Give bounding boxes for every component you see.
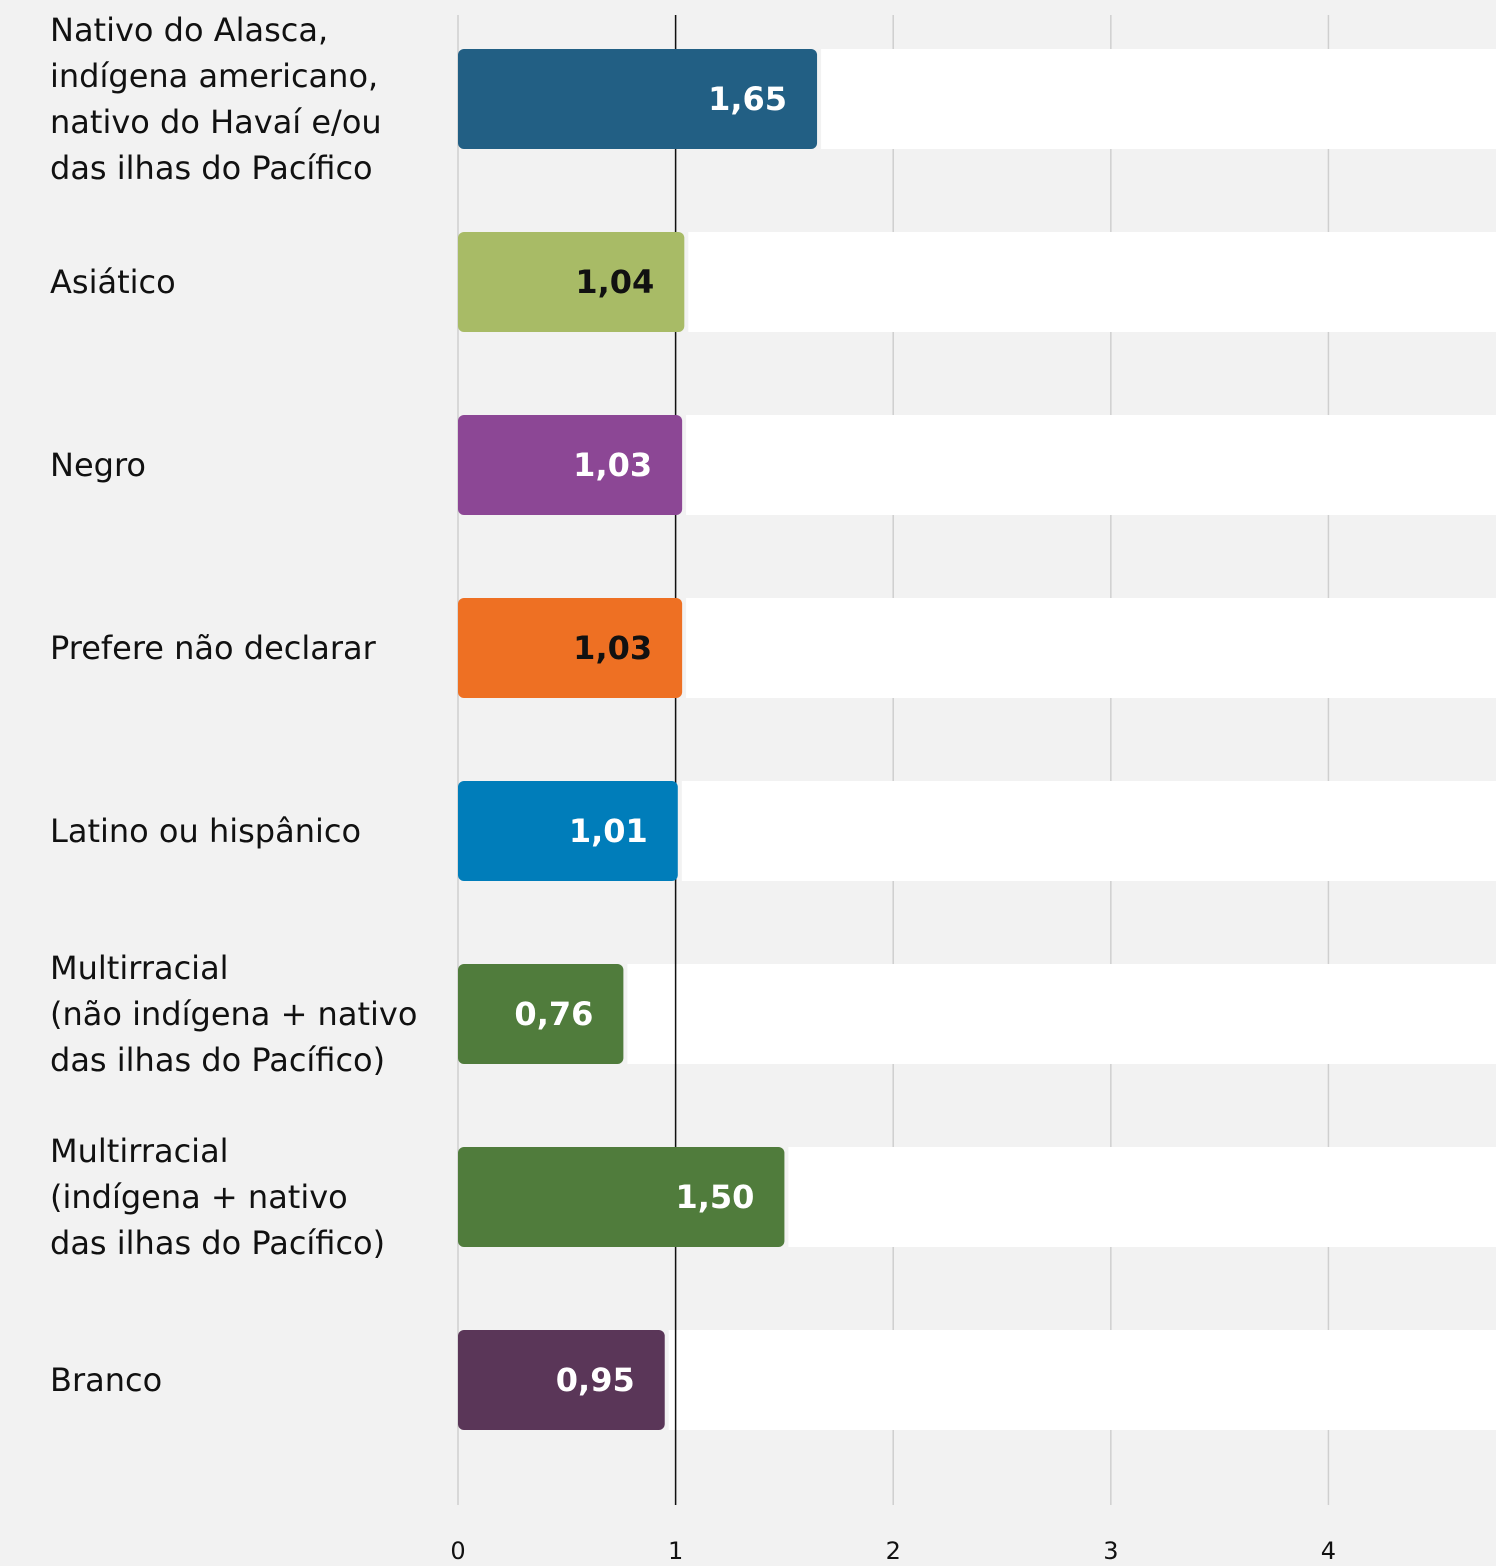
bar bbox=[458, 232, 685, 332]
bar-track bbox=[688, 232, 1496, 332]
bar-track bbox=[681, 781, 1496, 881]
category-label: Prefere não declarar bbox=[50, 629, 376, 667]
bar bbox=[458, 49, 818, 149]
bar-track bbox=[686, 415, 1496, 515]
bar-track bbox=[627, 964, 1496, 1064]
bar bbox=[458, 964, 624, 1064]
x-tick-label: 2 bbox=[886, 1537, 901, 1565]
bar-track bbox=[668, 1330, 1496, 1430]
x-tick-label: 0 bbox=[450, 1537, 465, 1565]
bar bbox=[458, 415, 683, 515]
value-label: 1,03 bbox=[573, 446, 652, 484]
value-label: 1,04 bbox=[575, 263, 654, 301]
category-label: Latino ou hispânico bbox=[50, 812, 362, 850]
bar-track bbox=[821, 49, 1496, 149]
value-label: 0,76 bbox=[514, 995, 593, 1033]
value-label: 1,01 bbox=[569, 812, 648, 850]
category-label: Multirracial (não indígena + nativo das … bbox=[50, 949, 418, 1079]
category-label: Nativo do Alasca, indígena americano, na… bbox=[50, 11, 382, 187]
bar-track bbox=[686, 598, 1496, 698]
bar bbox=[458, 1330, 665, 1430]
x-tick-label: 3 bbox=[1103, 1537, 1118, 1565]
category-label: Branco bbox=[50, 1361, 163, 1399]
x-tick-label: 1 bbox=[668, 1537, 683, 1565]
x-tick-label: 4 bbox=[1321, 1537, 1336, 1565]
value-label: 1,65 bbox=[708, 80, 787, 118]
value-label: 0,95 bbox=[556, 1361, 635, 1399]
category-label: Asiático bbox=[50, 263, 176, 301]
category-label: Negro bbox=[50, 446, 146, 484]
category-label: Multirracial (indígena + nativo das ilha… bbox=[50, 1132, 386, 1262]
bar bbox=[458, 1147, 785, 1247]
bar-track bbox=[788, 1147, 1496, 1247]
bar bbox=[458, 598, 683, 698]
value-label: 1,50 bbox=[675, 1178, 754, 1216]
bar bbox=[458, 781, 678, 881]
value-label: 1,03 bbox=[573, 629, 652, 667]
